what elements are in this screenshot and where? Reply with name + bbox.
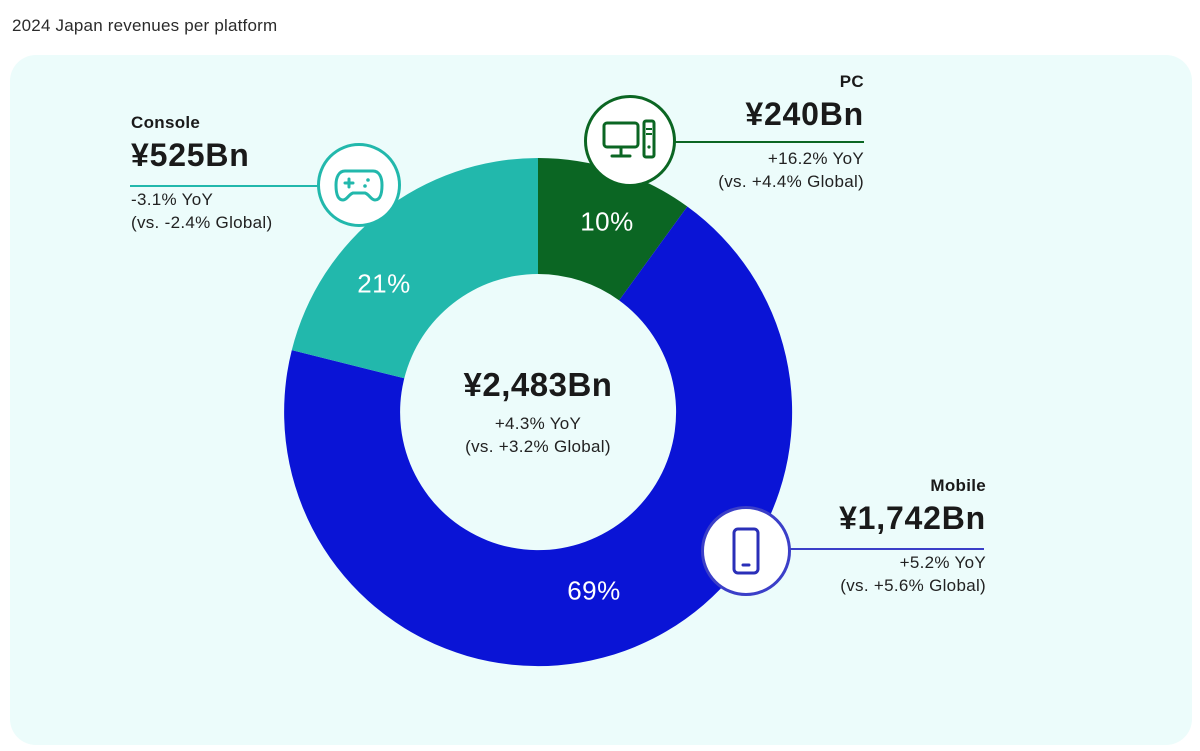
console-global-comparison: (vs. -2.4% Global)	[131, 213, 273, 232]
console-yoy: -3.1% YoY	[131, 190, 214, 209]
gamepad-icon	[334, 169, 384, 202]
mobile-value: ¥1,742Bn	[839, 500, 986, 536]
console-name: Console	[131, 113, 201, 132]
pc-icon-badge	[584, 95, 676, 187]
pc-percent-label: 10%	[580, 206, 634, 237]
pc-value: ¥240Bn	[745, 96, 864, 132]
pc-name: PC	[839, 72, 864, 91]
slice-console	[291, 158, 538, 379]
chart-title: 2024 Japan revenues per platform	[12, 16, 278, 35]
desktop-computer-icon	[602, 119, 656, 159]
console-percent-label: 21%	[357, 268, 411, 299]
console-icon-badge	[317, 143, 401, 227]
mobile-label-group: Mobile ¥1,742Bn +5.2% YoY (vs. +5.6% Glo…	[726, 476, 986, 597]
total-global-comparison: (vs. +3.2% Global)	[465, 437, 611, 456]
mobile-yoy: +5.2% YoY	[899, 553, 986, 572]
pc-global-comparison: (vs. +4.4% Global)	[718, 172, 864, 191]
console-label-group: Console ¥525Bn -3.1% YoY (vs. -2.4% Glob…	[131, 113, 272, 234]
total-value: ¥2,483Bn	[463, 366, 613, 403]
donut-center-summary: ¥2,483Bn +4.3% YoY (vs. +3.2% Global)	[408, 366, 668, 458]
mobile-global-comparison: (vs. +5.6% Global)	[840, 576, 986, 595]
mobile-percent-label: 69%	[567, 575, 621, 606]
slice-mobile	[284, 206, 793, 667]
smartphone-icon	[732, 527, 760, 575]
slice-pc	[538, 157, 688, 301]
mobile-name: Mobile	[930, 476, 986, 495]
console-value: ¥525Bn	[131, 137, 250, 173]
pc-yoy: +16.2% YoY	[767, 149, 864, 168]
mobile-icon-badge	[701, 506, 791, 596]
total-yoy: +4.3% YoY	[494, 414, 582, 433]
pc-label-group: PC ¥240Bn +16.2% YoY (vs. +4.4% Global)	[604, 72, 864, 193]
